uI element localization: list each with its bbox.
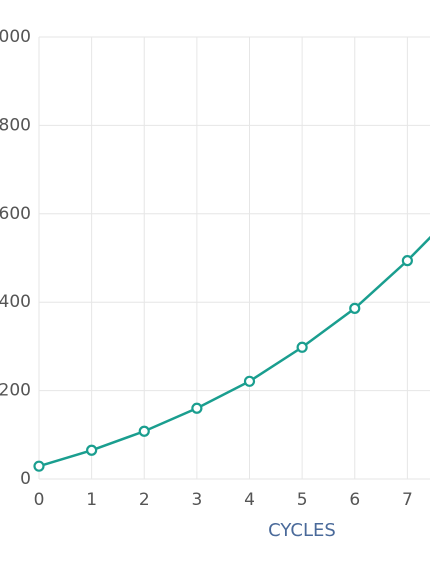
y-tick-label: 1000 xyxy=(0,27,31,47)
x-axis-label: CYCLES xyxy=(268,520,336,541)
data-point xyxy=(296,341,308,353)
y-tick-label: 600 xyxy=(0,204,31,224)
y-tick-label: 800 xyxy=(0,115,31,135)
y-tick-label: 400 xyxy=(0,292,31,312)
x-tick-label: 3 xyxy=(191,490,202,510)
x-tick-label: 2 xyxy=(139,490,150,510)
data-point xyxy=(33,460,45,472)
x-tick-label: 4 xyxy=(244,490,255,510)
data-point xyxy=(191,402,203,414)
data-point xyxy=(86,444,98,456)
y-tick-label: 0 xyxy=(20,469,31,489)
x-tick-label: 6 xyxy=(349,490,360,510)
data-point xyxy=(349,302,361,314)
data-point xyxy=(401,255,413,267)
data-point xyxy=(243,375,256,387)
data-point xyxy=(138,425,150,437)
x-tick-label: 7 xyxy=(402,490,413,510)
series-line xyxy=(38,235,430,468)
x-tick-label: 1 xyxy=(86,490,97,510)
y-tick-label: 200 xyxy=(0,381,31,401)
x-tick-label: 0 xyxy=(34,490,45,510)
x-tick-label: 5 xyxy=(297,490,308,510)
